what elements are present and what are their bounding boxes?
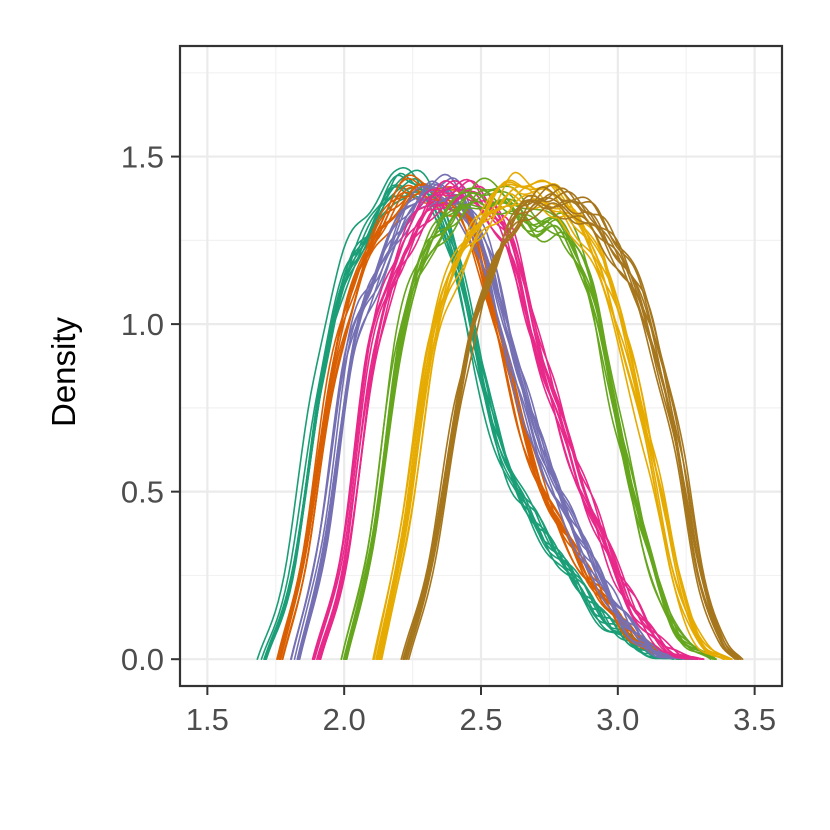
x-tick-label: 1.5: [186, 702, 229, 737]
density-curve: [312, 190, 698, 660]
density-curve: [379, 171, 732, 660]
x-tick-label: 3.5: [733, 702, 776, 737]
density-curve: [408, 186, 744, 660]
y-tick-label: 0.5: [121, 475, 164, 510]
y-tick-label: 1.0: [121, 307, 164, 342]
density-curve: [400, 202, 736, 660]
y-axis-title: Density: [45, 316, 82, 427]
density-curve: [319, 186, 705, 660]
density-curve: [402, 193, 739, 660]
x-tick-label: 2.0: [323, 702, 366, 737]
x-tick-label: 2.5: [459, 702, 502, 737]
density-curve: [264, 184, 683, 660]
density-curve: [344, 192, 716, 660]
y-axis: 0.0 0.5 1.0 1.5: [121, 140, 180, 677]
x-tick-label: 3.0: [596, 702, 639, 737]
y-tick-label: 0.0: [121, 642, 164, 677]
density-curve: [405, 183, 742, 660]
density-curve: [297, 190, 694, 660]
y-tick-label: 1.5: [121, 140, 164, 175]
density-curve: [340, 190, 712, 660]
density-curves: [256, 166, 744, 660]
x-axis: 1.5 2.0 2.5 3.0 3.5: [186, 686, 776, 737]
density-curve: [316, 201, 701, 660]
density-curve: [313, 195, 699, 660]
